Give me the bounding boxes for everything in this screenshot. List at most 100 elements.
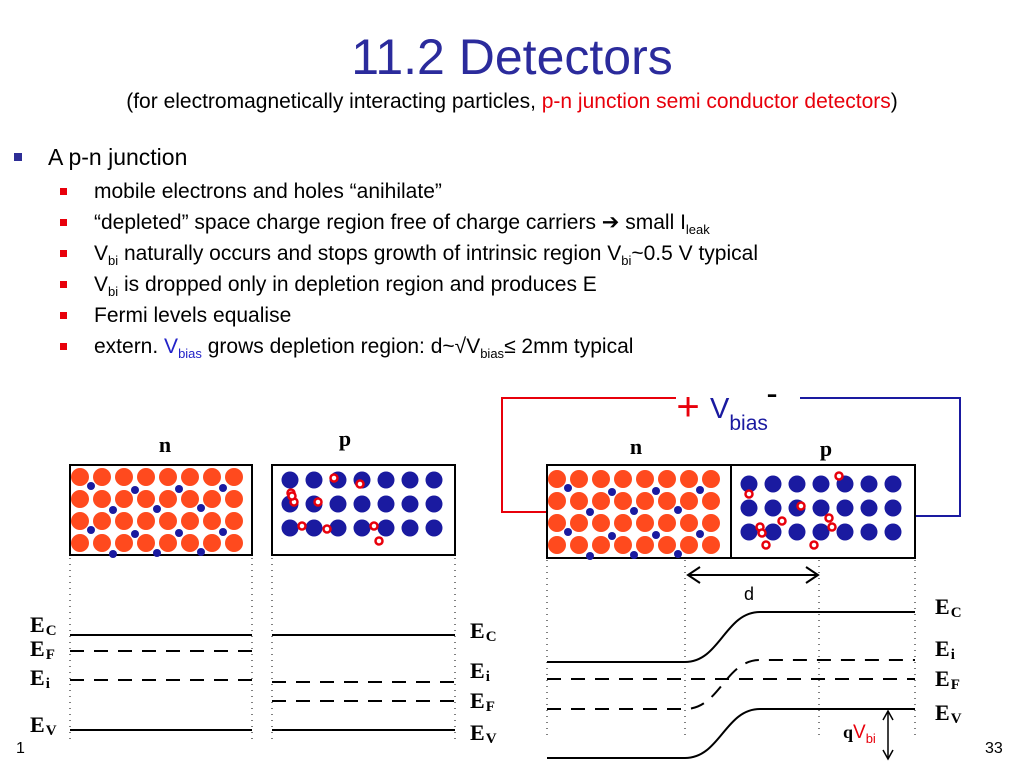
electron-dot <box>175 529 183 537</box>
electron-dot <box>219 484 227 492</box>
donor-atom <box>548 536 566 554</box>
donor-atom <box>93 534 111 552</box>
donor-atom <box>225 534 243 552</box>
hole-ring <box>374 536 384 546</box>
donor-atom <box>203 512 221 530</box>
acceptor-atom <box>836 523 854 541</box>
donor-atom <box>93 468 111 486</box>
electron-dot <box>696 486 704 494</box>
donor-atom <box>181 490 199 508</box>
hole-ring <box>827 522 837 532</box>
donor-atom <box>137 490 155 508</box>
donor-atom <box>203 490 221 508</box>
acceptor-atom <box>353 519 371 537</box>
electron-dot <box>175 485 183 493</box>
donor-atom <box>203 468 221 486</box>
hole-ring <box>313 497 323 507</box>
hole-ring <box>369 521 379 531</box>
band-levels-right <box>547 611 915 759</box>
donor-atom <box>680 536 698 554</box>
acceptor-atom <box>377 519 395 537</box>
electron-dot <box>219 528 227 536</box>
plus-sign: + <box>676 385 699 429</box>
donor-atom <box>658 492 676 510</box>
acceptor-atom <box>764 523 782 541</box>
electron-dot <box>197 504 205 512</box>
donor-atom <box>658 514 676 532</box>
donor-atom <box>570 514 588 532</box>
energy-label-i: Ei <box>935 636 955 663</box>
donor-atom <box>71 468 89 486</box>
list-item: Fermi levels equalise <box>60 300 758 331</box>
energy-label-f: EF <box>470 688 495 715</box>
donor-atom <box>614 514 632 532</box>
acceptor-atom <box>788 475 806 493</box>
acceptor-atom <box>329 519 347 537</box>
hole-ring <box>796 501 806 511</box>
donor-atom <box>614 536 632 554</box>
bullet-square-icon <box>14 153 22 161</box>
donor-atom <box>702 492 720 510</box>
energy-label-c: EC <box>470 618 497 645</box>
depletion-width-arrow <box>686 566 820 584</box>
donor-atom <box>548 492 566 510</box>
bias-wire-blue <box>800 397 961 517</box>
electron-dot <box>87 526 95 534</box>
donor-atom <box>225 468 243 486</box>
donor-atom <box>93 490 111 508</box>
vbias-label: Vbias <box>710 393 768 435</box>
acceptor-atom <box>884 475 902 493</box>
energy-label-c: EC <box>935 594 962 621</box>
donor-atom <box>702 514 720 532</box>
electron-dot <box>153 505 161 513</box>
electron-dot <box>586 508 594 516</box>
acceptor-atom <box>836 499 854 517</box>
hole-ring <box>322 524 332 534</box>
donor-atom <box>702 470 720 488</box>
donor-atom <box>592 514 610 532</box>
acceptor-atom <box>329 495 347 513</box>
bullet-square-icon <box>60 343 67 350</box>
hole-ring <box>777 516 787 526</box>
donor-atom <box>225 490 243 508</box>
p-label-left: p <box>339 426 351 451</box>
donor-atom <box>181 468 199 486</box>
electron-dot <box>696 530 704 538</box>
d-label: d <box>744 584 754 604</box>
charge-carriers <box>71 468 902 560</box>
donor-atom <box>680 492 698 510</box>
donor-atom <box>225 512 243 530</box>
donor-atom <box>636 514 654 532</box>
hole-ring <box>761 540 771 550</box>
list-item: Vbi naturally occurs and stops growth of… <box>60 238 758 269</box>
hole-ring <box>355 479 365 489</box>
acceptor-atom <box>860 499 878 517</box>
donor-atom <box>71 512 89 530</box>
donor-atom <box>115 490 133 508</box>
hole-ring <box>757 528 767 538</box>
band-levels-left <box>70 634 455 731</box>
donor-atom <box>71 534 89 552</box>
donor-atom <box>592 492 610 510</box>
donor-atom <box>636 492 654 510</box>
acceptor-atom <box>401 519 419 537</box>
donor-atom <box>636 536 654 554</box>
donor-atom <box>548 514 566 532</box>
donor-atom <box>658 470 676 488</box>
acceptor-atom <box>353 495 371 513</box>
minus-sign: - <box>766 375 777 413</box>
acceptor-atom <box>860 475 878 493</box>
donor-atom <box>115 534 133 552</box>
bias-wire-red <box>501 397 676 513</box>
page-number: 33 <box>985 740 1003 757</box>
hole-ring <box>834 471 844 481</box>
donor-atom <box>159 468 177 486</box>
electron-dot <box>608 532 616 540</box>
donor-atom <box>592 470 610 488</box>
subtitle-highlight: p-n junction semi conductor detectors <box>541 90 891 113</box>
bullet-square-icon <box>60 250 67 257</box>
list-item: Vbi is dropped only in depletion region … <box>60 269 758 300</box>
acceptor-atom <box>377 495 395 513</box>
electron-dot <box>87 482 95 490</box>
